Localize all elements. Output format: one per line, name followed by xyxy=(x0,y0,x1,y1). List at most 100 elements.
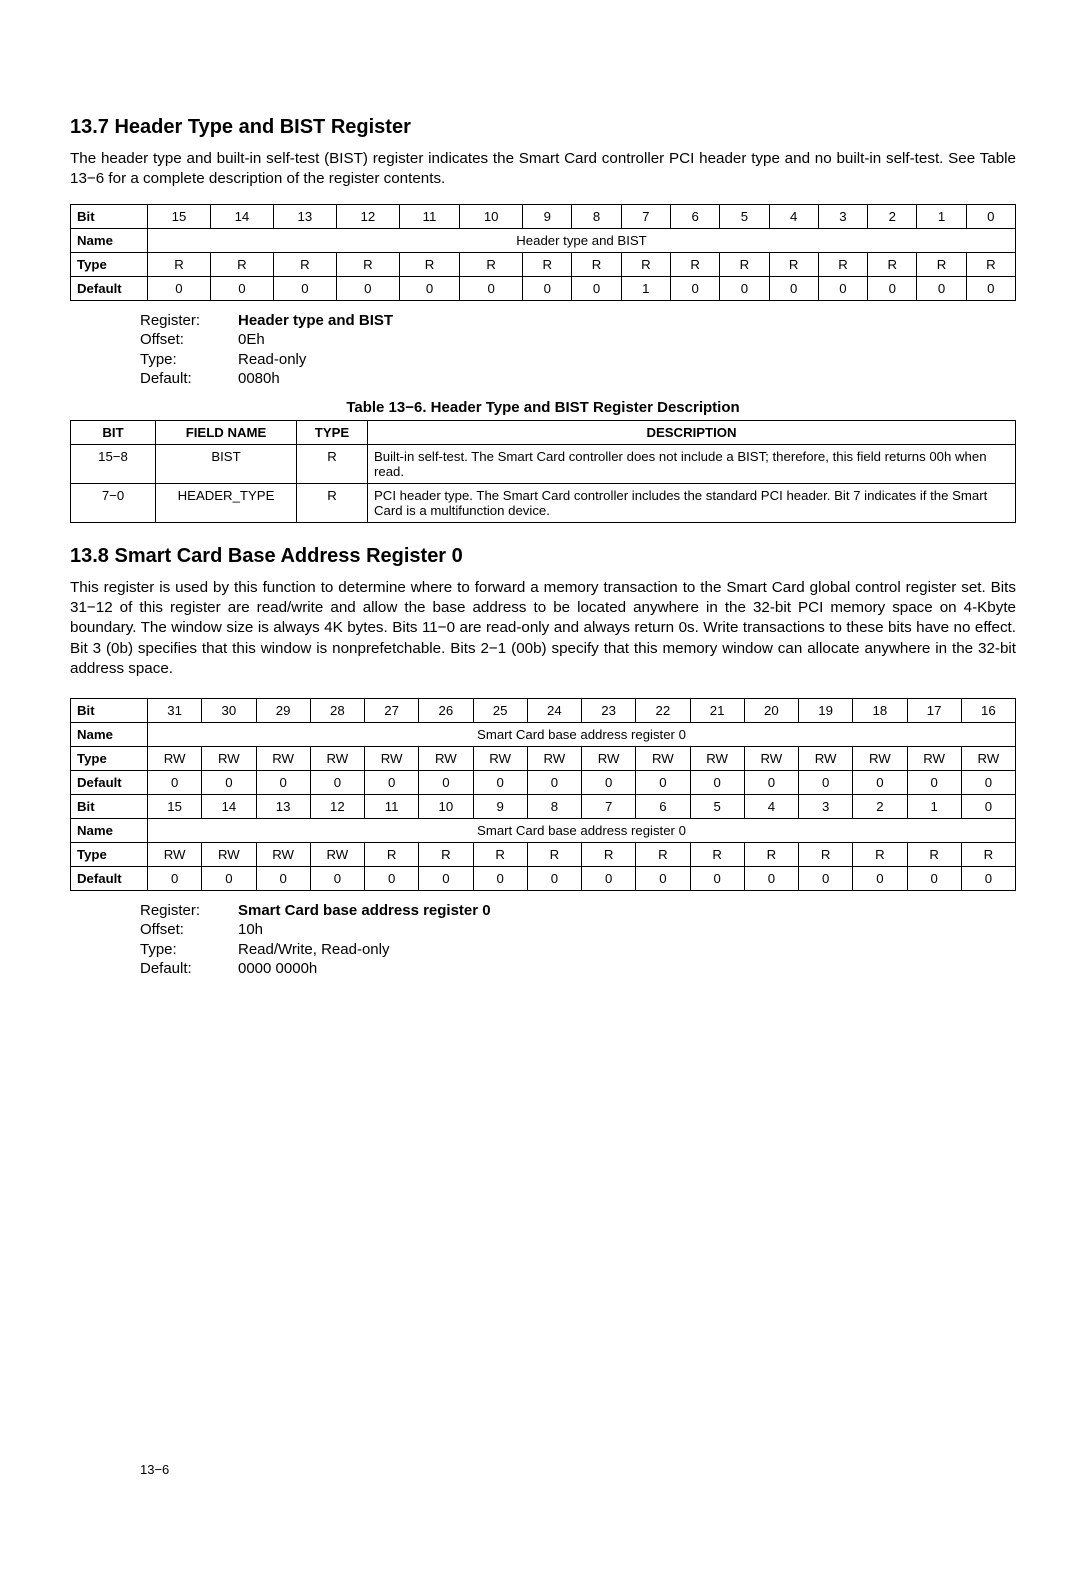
register-meta-1: Register:Header type and BIST Offset:0Eh… xyxy=(140,311,1016,389)
desc-cell: R xyxy=(297,444,368,483)
type-cell: R xyxy=(572,252,621,276)
default-cell: 0 xyxy=(336,276,399,300)
default-cell: 0 xyxy=(148,770,202,794)
page: { "section137": { "heading": "13.7 Heade… xyxy=(70,116,1016,1513)
default-cell: 0 xyxy=(966,276,1015,300)
type-cell: R xyxy=(818,252,867,276)
default-cell: 0 xyxy=(853,866,907,890)
type-cell: RW xyxy=(744,746,798,770)
type-row-label: Type xyxy=(71,252,148,276)
desc-cell: 15−8 xyxy=(71,444,156,483)
type-cell: R xyxy=(473,842,527,866)
default-cell: 0 xyxy=(670,276,719,300)
section-13-8-heading: 13.8 Smart Card Base Address Register 0 xyxy=(70,545,1016,568)
bit-row-label: Bit xyxy=(71,698,148,722)
bit-col: 15 xyxy=(148,204,211,228)
default-cell: 0 xyxy=(572,276,621,300)
type-cell: RW xyxy=(527,746,581,770)
bit-col: 0 xyxy=(961,794,1015,818)
type-cell: RW xyxy=(582,746,636,770)
type-cell: RW xyxy=(636,746,690,770)
meta-value: Smart Card base address register 0 xyxy=(238,901,491,921)
type-cell: RW xyxy=(799,746,853,770)
bit-col: 31 xyxy=(148,698,202,722)
default-cell: 0 xyxy=(769,276,818,300)
bit-col: 5 xyxy=(720,204,769,228)
name-row-label: Name xyxy=(71,818,148,842)
bit-col: 1 xyxy=(917,204,966,228)
bit-col: 6 xyxy=(636,794,690,818)
default-cell: 0 xyxy=(582,866,636,890)
bit-col: 0 xyxy=(966,204,1015,228)
desc-hdr-bit: BIT xyxy=(71,420,156,444)
bit-col: 2 xyxy=(853,794,907,818)
bits-table-2: Bit 31 30 29 28 27 26 25 24 23 22 21 20 … xyxy=(70,698,1016,891)
bits-table-1: Bit 15 14 13 12 11 10 9 8 7 6 5 4 3 2 1 … xyxy=(70,204,1016,301)
bit-col: 8 xyxy=(527,794,581,818)
bit-row-label: Bit xyxy=(71,794,148,818)
type-cell: R xyxy=(460,252,523,276)
type-cell: R xyxy=(582,842,636,866)
table-13-6-caption: Table 13−6. Header Type and BIST Registe… xyxy=(70,399,1016,416)
type-cell: R xyxy=(148,252,211,276)
default-cell: 0 xyxy=(210,276,273,300)
default-cell: 0 xyxy=(310,770,364,794)
bit-col: 13 xyxy=(256,794,310,818)
desc-cell: HEADER_TYPE xyxy=(156,483,297,522)
bit-col: 9 xyxy=(473,794,527,818)
bit-col: 25 xyxy=(473,698,527,722)
default-cell: 0 xyxy=(473,866,527,890)
default-cell: 0 xyxy=(690,866,744,890)
bit-col: 19 xyxy=(799,698,853,722)
bit-col: 4 xyxy=(744,794,798,818)
bit-col: 10 xyxy=(460,204,523,228)
section-13-7-paragraph: The header type and built-in self-test (… xyxy=(70,149,1016,190)
bit-col: 22 xyxy=(636,698,690,722)
type-cell: R xyxy=(966,252,1015,276)
bit-col: 11 xyxy=(399,204,459,228)
type-cell: R xyxy=(336,252,399,276)
bit-col: 20 xyxy=(744,698,798,722)
default-cell: 0 xyxy=(419,770,473,794)
desc-cell: BIST xyxy=(156,444,297,483)
type-cell: R xyxy=(670,252,719,276)
default-cell: 0 xyxy=(853,770,907,794)
default-cell: 0 xyxy=(799,866,853,890)
register-meta-2: Register:Smart Card base address registe… xyxy=(140,901,1016,979)
default-cell: 0 xyxy=(527,770,581,794)
bit-col: 3 xyxy=(818,204,867,228)
desc-hdr-desc: DESCRIPTION xyxy=(368,420,1016,444)
bit-col: 9 xyxy=(523,204,572,228)
meta-label: Register: xyxy=(140,901,238,921)
default-row-label: Default xyxy=(71,770,148,794)
type-cell: R xyxy=(527,842,581,866)
meta-label: Offset: xyxy=(140,330,238,350)
bit-col: 21 xyxy=(690,698,744,722)
bit-col: 29 xyxy=(256,698,310,722)
default-cell: 0 xyxy=(419,866,473,890)
default-cell: 0 xyxy=(690,770,744,794)
default-cell: 0 xyxy=(310,866,364,890)
default-cell: 0 xyxy=(202,770,256,794)
page-number: 13−6 xyxy=(140,1462,169,1477)
type-cell: RW xyxy=(690,746,744,770)
type-cell: RW xyxy=(310,746,364,770)
default-cell: 0 xyxy=(202,866,256,890)
bit-col: 5 xyxy=(690,794,744,818)
desc-cell: R xyxy=(297,483,368,522)
name-span: Header type and BIST xyxy=(148,228,1016,252)
meta-label: Offset: xyxy=(140,920,238,940)
section-13-7-heading: 13.7 Header Type and BIST Register xyxy=(70,116,1016,139)
bit-col: 4 xyxy=(769,204,818,228)
bit-col: 1 xyxy=(907,794,961,818)
type-cell: R xyxy=(365,842,419,866)
meta-value: Header type and BIST xyxy=(238,311,393,331)
type-cell: R xyxy=(917,252,966,276)
table-13-6: BIT FIELD NAME TYPE DESCRIPTION 15−8 BIS… xyxy=(70,420,1016,523)
default-cell: 0 xyxy=(818,276,867,300)
type-cell: RW xyxy=(256,842,310,866)
bit-col: 23 xyxy=(582,698,636,722)
type-cell: R xyxy=(744,842,798,866)
name-row-label: Name xyxy=(71,722,148,746)
meta-value: 0000 0000h xyxy=(238,959,317,979)
